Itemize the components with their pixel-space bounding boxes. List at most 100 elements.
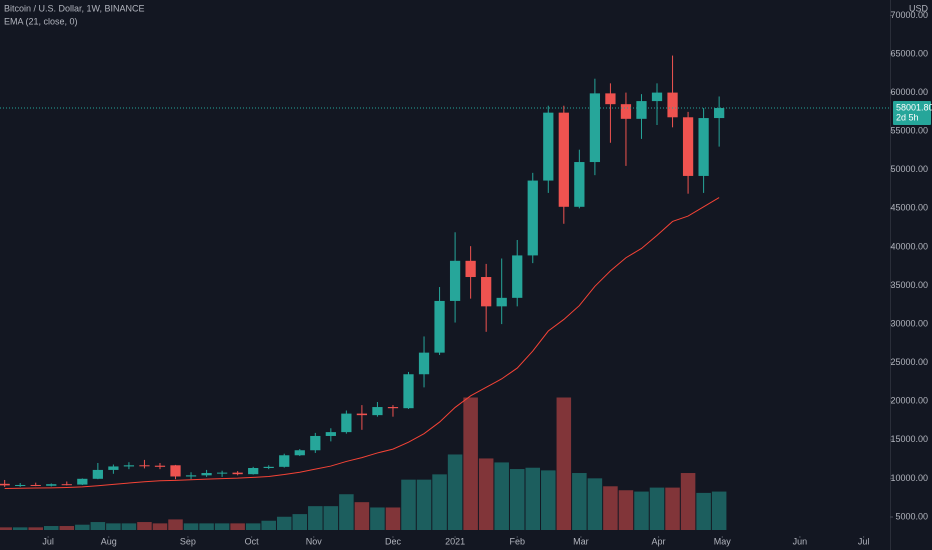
candle-body <box>418 352 430 375</box>
x-tick-label: Dec <box>385 536 402 546</box>
candle-body <box>139 465 150 467</box>
last-price-label: 58001.80 <box>896 102 932 112</box>
x-tick-label: Feb <box>509 536 525 546</box>
x-tick-label: Aug <box>101 536 117 546</box>
volume-bar <box>541 470 556 530</box>
y-tick-label: 65000.00 <box>890 48 928 58</box>
candle-body <box>512 255 523 298</box>
volume-bar <box>292 514 308 530</box>
volume-bar <box>416 479 432 530</box>
candle-body <box>527 180 538 256</box>
candle-body <box>574 162 585 207</box>
volume-bar <box>401 479 416 530</box>
volume-bar <box>711 491 727 530</box>
volume-bar <box>199 523 214 530</box>
candle-body <box>403 374 414 409</box>
volume-bar <box>152 523 168 530</box>
volume-bar <box>121 523 137 530</box>
candle-body <box>325 432 336 436</box>
x-tick-label: Mar <box>573 536 589 546</box>
candle-body <box>714 108 725 119</box>
volume-bar <box>587 478 603 530</box>
candle-body <box>387 407 399 409</box>
candle-body <box>154 465 166 467</box>
volume-bar <box>649 487 665 530</box>
currency-label: USD <box>909 3 929 13</box>
y-tick-label: 35000.00 <box>890 280 928 290</box>
y-tick-label: 40000.00 <box>890 241 928 251</box>
candle-body <box>108 466 119 470</box>
candle-body <box>30 484 41 486</box>
candle-body <box>589 93 601 163</box>
volume-bar <box>137 522 152 530</box>
y-tick-label: 5000.00 <box>895 511 928 521</box>
candle-body <box>46 484 57 486</box>
volume-bar <box>183 523 199 530</box>
y-tick-label: 30000.00 <box>890 318 928 328</box>
volume-bar <box>106 523 121 530</box>
ema-line <box>4 197 720 489</box>
volume-bar <box>168 519 183 530</box>
candle-body <box>651 92 663 102</box>
candle-body <box>279 455 290 467</box>
candle-body <box>449 260 461 301</box>
volume-bar <box>509 469 525 530</box>
candle-body <box>698 118 709 176</box>
volume-bar <box>75 524 90 530</box>
x-tick-label: Apr <box>652 536 666 546</box>
y-tick-label: 25000.00 <box>890 357 928 367</box>
last-price-box <box>893 101 931 126</box>
candle-body <box>248 467 259 475</box>
candle-body <box>636 101 647 119</box>
volume-bar <box>447 454 463 530</box>
candle-body <box>667 92 678 118</box>
volume-bar <box>696 492 711 530</box>
y-tick-label: 15000.00 <box>890 434 928 444</box>
volume-bar <box>432 474 447 530</box>
candle-body <box>372 407 383 416</box>
x-tick-label: Nov <box>306 536 323 546</box>
candle-body <box>77 478 88 485</box>
candle-body <box>15 484 26 486</box>
candle-body <box>170 465 181 477</box>
volume-bar <box>245 523 261 530</box>
volume-bar <box>59 526 75 530</box>
volume-bar <box>556 397 572 530</box>
volume-bar <box>261 520 276 530</box>
volume-bar <box>354 502 370 530</box>
candle-body <box>341 413 352 433</box>
candle-body <box>185 475 197 477</box>
x-tick-label: Jun <box>793 536 808 546</box>
volume-bar <box>276 516 292 530</box>
candle-body <box>620 104 632 119</box>
candle-body <box>201 473 212 476</box>
candle-body <box>481 277 492 307</box>
chart-title: Bitcoin / U.S. Dollar, 1W, BINANCE <box>4 3 145 13</box>
volume-bar <box>339 494 354 530</box>
volume-bar <box>90 522 106 530</box>
candle-body <box>216 472 228 474</box>
candle-body <box>310 435 321 451</box>
candle-body <box>294 450 305 456</box>
volume-bar <box>478 458 494 530</box>
volume-bar <box>308 506 323 530</box>
volume-bar <box>385 507 401 530</box>
y-tick-label: 60000.00 <box>890 87 928 97</box>
x-tick-label: Jul <box>42 536 54 546</box>
volume-bar <box>494 462 509 530</box>
y-tick-label: 20000.00 <box>890 396 928 406</box>
x-tick-label: May <box>714 536 732 546</box>
candle-body <box>123 465 135 467</box>
candle-body <box>0 483 10 486</box>
candle-body <box>543 112 554 181</box>
x-tick-label: Oct <box>245 536 260 546</box>
candle-body <box>496 297 507 307</box>
y-tick-label: 50000.00 <box>890 164 928 174</box>
volume-bar <box>680 473 696 530</box>
volume-bar <box>603 486 618 530</box>
candle-body <box>61 484 72 486</box>
volume-bar <box>618 490 634 530</box>
volume-bar <box>230 523 245 530</box>
volume-bar <box>323 506 339 530</box>
